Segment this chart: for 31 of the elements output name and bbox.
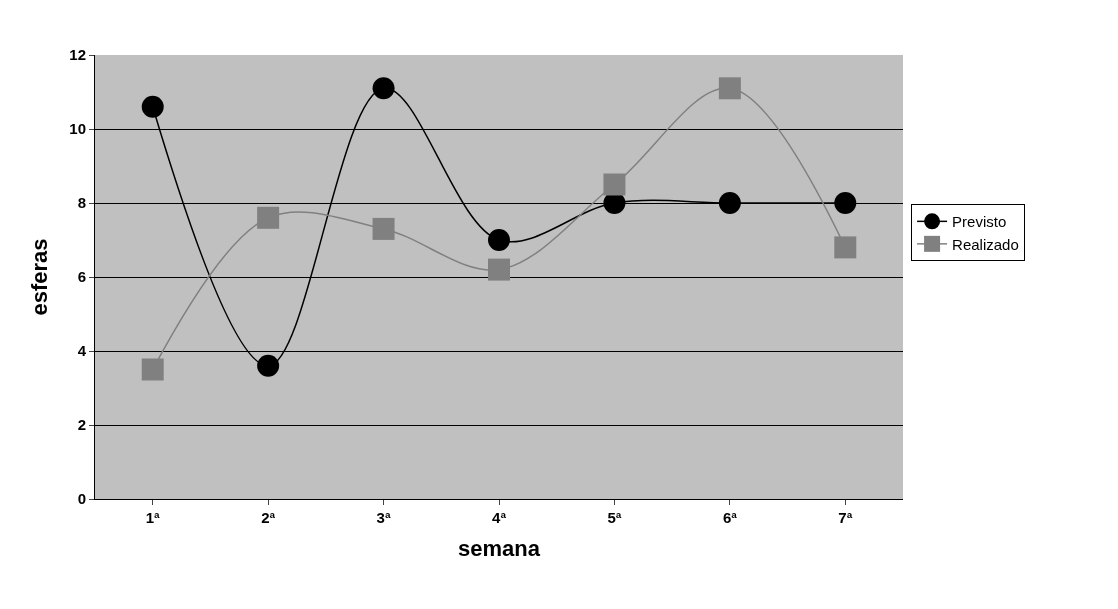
y-tick-label: 6 — [77, 268, 86, 286]
point — [141, 95, 164, 118]
point — [603, 173, 626, 196]
point — [257, 206, 280, 229]
x-tick-label: 7ª — [838, 509, 853, 526]
x-tick-label: 1ª — [145, 509, 161, 526]
y-tick-label: 10 — [69, 120, 86, 138]
legend-label: Realizado — [952, 235, 1019, 253]
point — [257, 354, 280, 377]
x-tick-label: 6ª — [722, 509, 738, 526]
point — [372, 77, 395, 100]
x-axis-title: semana — [458, 535, 541, 561]
x-tick-label: 3ª — [376, 509, 391, 526]
point — [834, 192, 857, 214]
y-tick-label: 2 — [77, 416, 86, 434]
point — [718, 192, 741, 214]
point — [372, 217, 395, 240]
x-tick-label: 5ª — [607, 509, 622, 526]
point — [141, 358, 164, 381]
point — [488, 229, 510, 251]
y-tick-label: 12 — [69, 46, 86, 64]
point — [718, 77, 741, 100]
point — [488, 258, 510, 281]
y-tick-label: 0 — [77, 490, 86, 508]
y-axis-title: esferas — [27, 238, 53, 316]
y-tick-label: 8 — [77, 194, 86, 212]
legend-label: Previsto — [952, 213, 1007, 231]
y-tick-label: 4 — [77, 342, 87, 360]
x-tick-label: 4ª — [492, 509, 507, 526]
point — [834, 236, 857, 259]
x-tick-label: 2ª — [261, 509, 276, 526]
